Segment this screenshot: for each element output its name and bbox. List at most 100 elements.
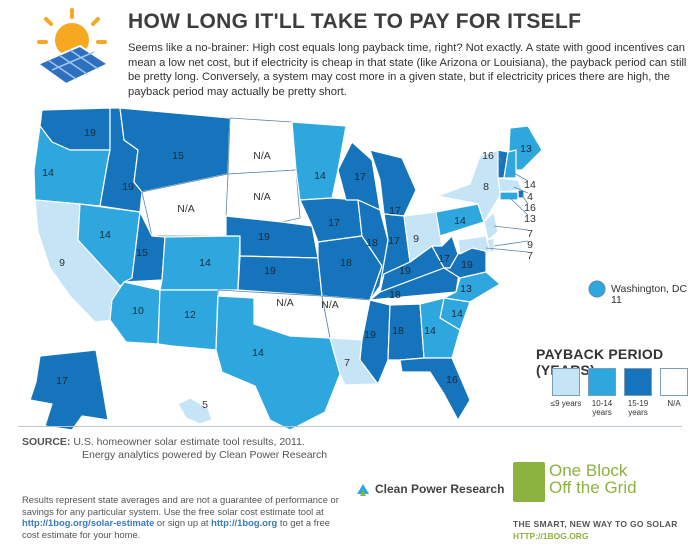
leader-line [485,247,529,253]
legend-item-15-19: 15-19 years [618,368,658,417]
legend-swatch [660,368,688,396]
state-value-in: 17 [388,235,400,247]
state-value-hi: 5 [202,399,208,411]
state-value-nj: 7 [527,228,533,240]
clean-power-research-logo: Clean Power Research [355,482,504,498]
leader-line [511,171,529,182]
legend-label: N/A [667,399,681,408]
footer-divider [18,426,682,427]
state-value-ms: 19 [364,329,376,341]
state-nm [157,289,219,351]
state-hi [177,397,213,425]
legend-item-10-14: 10-14 years [582,368,622,417]
state-value-nh: 14 [524,179,536,191]
state-value-ak: 17 [56,375,68,387]
state-value-md: 7 [527,250,533,262]
state-value-id: 19 [122,181,134,193]
leader-line [493,240,529,247]
obog-name-line2: Off the Grid [549,478,637,497]
legend-item-le9: ≤9 years [546,368,586,408]
leader-line [521,194,529,205]
dc-value: 11 [611,294,622,306]
source-label: SOURCE: [22,436,71,448]
solar-estimate-link[interactable]: http://1bog.org/solar-estimate [22,517,155,528]
legend-swatch [588,368,616,396]
state-value-ut: 15 [136,247,148,259]
obog-tagline: THE SMART, NEW WAY TO GO SOLAR [513,519,678,529]
state-ak [29,349,109,430]
state-ct [499,191,519,201]
obog-url-link[interactable]: HTTP://1BOG.ORG [513,531,589,541]
obog-name: One Block Off the Grid [549,462,637,496]
state-value-vt: 16 [482,150,494,162]
state-value-sc: 14 [451,308,463,320]
state-value-nv: 14 [99,229,111,241]
state-value-sd: N/A [253,191,271,203]
state-fl [399,357,471,421]
1bog-link[interactable]: http://1bog.org [211,517,278,528]
source-text: SOURCE: U.S. homeowner solar estimate to… [22,436,327,462]
leader-line [513,186,529,194]
state-tn [369,267,461,301]
state-value-ct: 13 [524,213,536,225]
solar-panel-icon [35,44,111,86]
obog-name-line1: One Block [549,461,628,480]
state-nh [503,149,517,179]
leader-line [493,225,529,231]
state-value-nm: 12 [184,309,196,321]
dc-label: Washington, DC [611,283,687,295]
state-value-tn: 18 [389,289,401,301]
state-value-nd: N/A [253,150,271,162]
state-value-or: 14 [42,167,54,179]
state-nj [483,211,499,241]
dc-marker [588,280,606,298]
state-value-va: 19 [461,259,473,271]
state-value-az: 10 [132,305,144,317]
note-text: or sign up at [154,517,212,528]
source-line2: Energy analytics powered by Clean Power … [82,449,328,461]
state-ks [237,255,323,297]
legend-label: ≤9 years [550,399,582,408]
state-value-ok: N/A [276,297,294,309]
us-payback-map: 19 14 9 19 14 15 N/A 15 14 10 12 N/A N/A 19 19 N/A 14 14 1… [29,107,687,430]
state-value-mn: 14 [314,170,326,182]
state-value-wa: 19 [84,127,96,139]
note-text: Results represent state averages and are… [22,494,339,517]
state-value-ga: 14 [424,325,436,337]
state-value-ia: 17 [328,217,340,229]
clean-power-label: Clean Power Research [375,482,505,497]
legend-item-na: N/A [654,368,694,408]
state-value-mt: 15 [172,150,184,162]
state-value-ca: 9 [59,257,65,269]
state-value-fl: 16 [446,374,458,386]
state-nd [227,117,297,175]
legend-swatch [624,368,652,396]
state-value-de: 9 [527,239,533,251]
state-sd [225,169,301,223]
state-value-tx: 14 [252,347,264,359]
sun-solar-panel-icon [35,8,111,86]
state-ne [225,215,319,259]
disclaimer-note: Results represent state averages and are… [22,494,342,540]
legend-label: 15-19 years [627,399,649,417]
state-il [357,199,389,301]
state-value-wi: 17 [354,171,366,183]
leader-line [499,157,503,165]
page-title: HOW LONG IT'LL TAKE TO PAY FOR ITSELF [128,10,582,33]
state-value-ks: 19 [264,265,276,277]
state-value-ny: 8 [483,181,489,193]
state-value-co: 14 [199,257,211,269]
state-value-pa: 14 [454,215,466,227]
source-line1: U.S. homeowner solar estimate tool resul… [73,436,305,448]
state-value-ne: 19 [258,231,270,243]
state-md [457,235,491,255]
intro-text: Seems like a no-brainer: High cost equal… [128,42,687,98]
leader-line [509,197,529,216]
obog-robot-icon [513,462,545,502]
state-value-ar: N/A [321,299,339,311]
state-value-il: 18 [366,237,378,249]
obog-logo: One Block Off the Grid [513,462,683,522]
state-value-mo: 18 [340,257,352,269]
legend-label: 10-14 years [591,399,613,417]
state-value-ri: 16 [524,202,536,214]
